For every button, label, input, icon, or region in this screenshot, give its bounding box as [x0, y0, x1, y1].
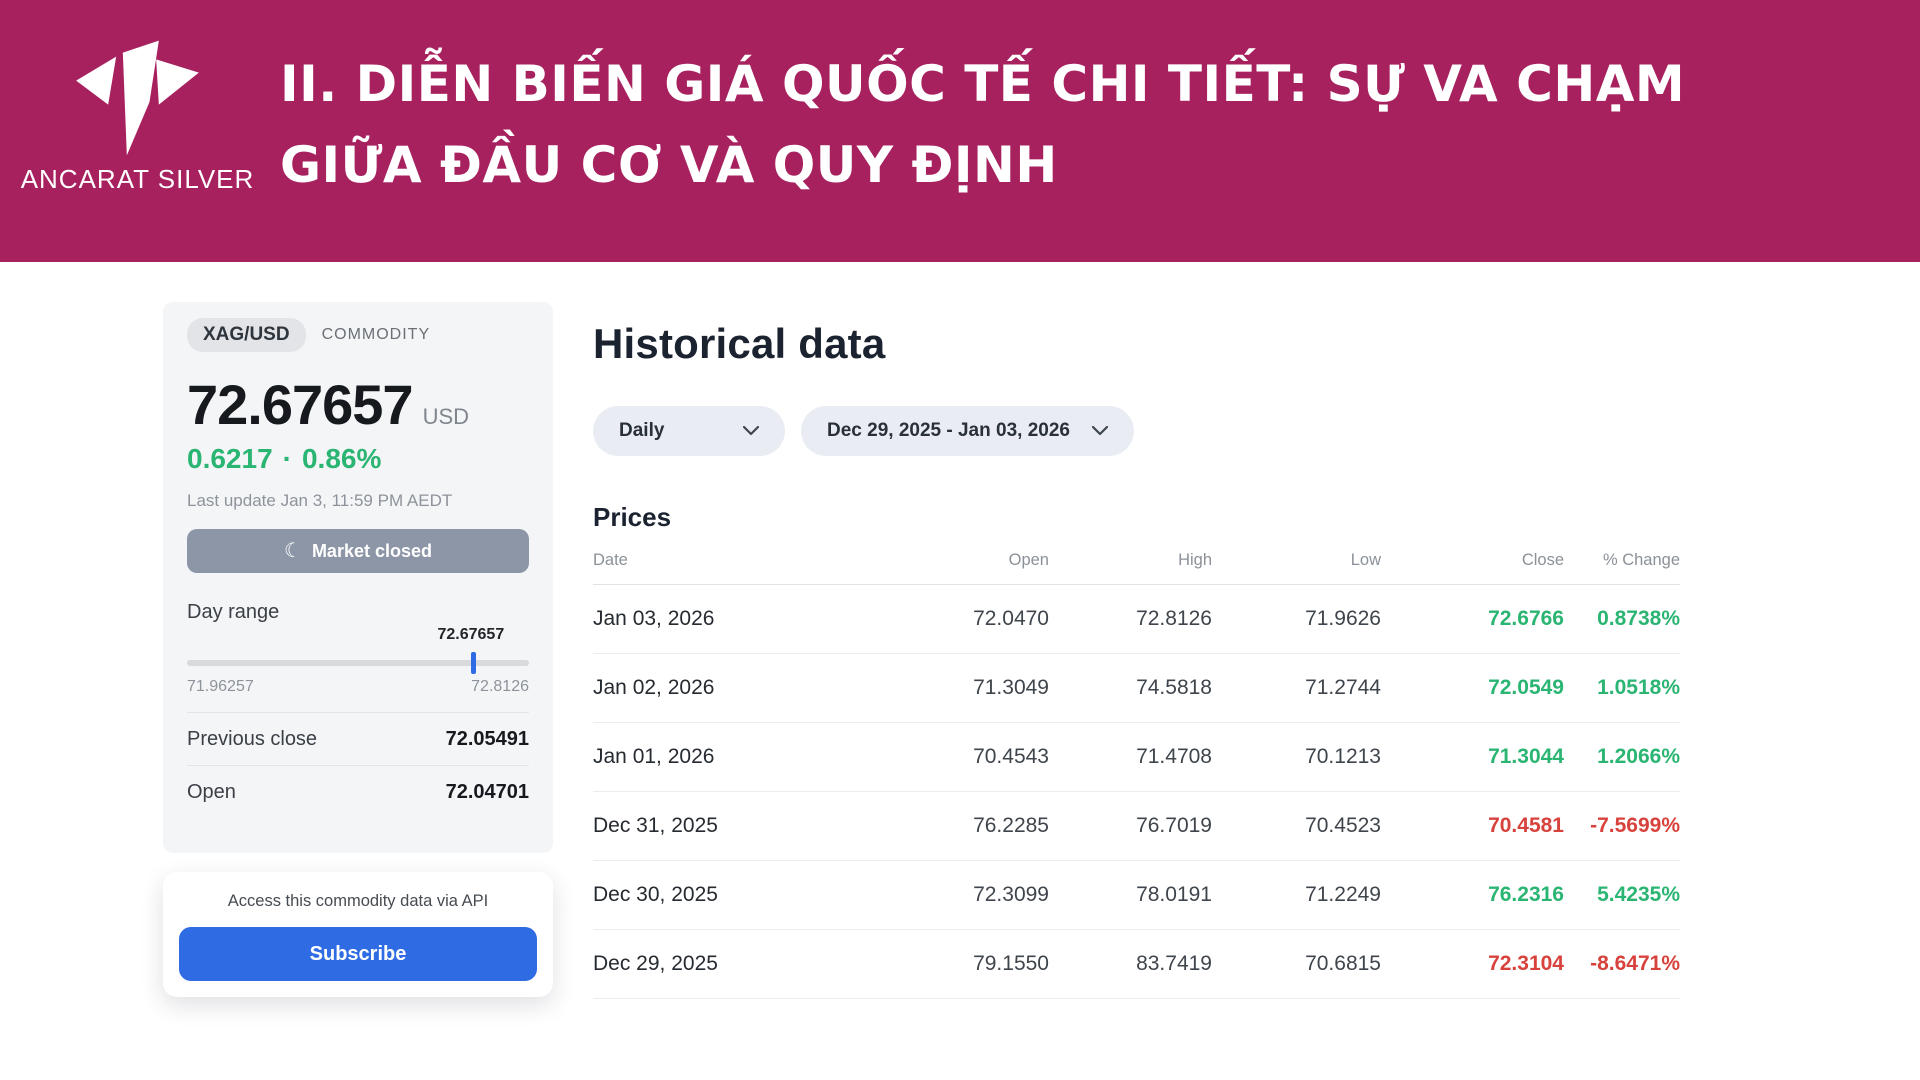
interval-dropdown[interactable]: Daily: [593, 406, 785, 456]
table-row: Dec 31, 2025 76.2285 76.7019 70.4523 70.…: [593, 791, 1680, 861]
quote-stats: Previous close 72.05491 Open 72.04701: [187, 712, 529, 819]
market-status-badge: ☾ Market closed: [187, 529, 529, 573]
stat-label: Previous close: [187, 727, 318, 750]
table-row: Dec 29, 2025 79.1550 83.7419 70.6815 72.…: [593, 929, 1680, 999]
cell-close: 72.0549: [1381, 653, 1564, 723]
symbol-badge: XAG/USD: [187, 318, 306, 352]
table-row: Jan 02, 2026 71.3049 74.5818 71.2744 72.…: [593, 653, 1680, 723]
stat-value: 72.04701: [445, 781, 529, 803]
slider-track: [187, 660, 529, 666]
table-row: Dec 30, 2025 72.3099 78.0191 71.2249 76.…: [593, 860, 1680, 930]
header-change: % Change: [1564, 551, 1680, 585]
cell-low: 71.2249: [1212, 860, 1381, 930]
moon-icon: ☾: [284, 540, 302, 562]
change-percent: 0.86%: [301, 443, 382, 474]
historical-data-title: Historical data: [593, 320, 886, 367]
cell-change: 5.4235%: [1564, 860, 1680, 930]
asset-type-label: COMMODITY: [321, 326, 431, 343]
cell-change: -8.6471%: [1564, 929, 1680, 999]
stat-row-open: Open 72.04701: [187, 766, 529, 819]
cell-close: 76.2316: [1381, 860, 1564, 930]
cell-change: 1.0518%: [1564, 653, 1680, 723]
table-controls: Daily Dec 29, 2025 - Jan 03, 2026: [593, 406, 1680, 456]
date-range-dropdown-value: Dec 29, 2025 - Jan 03, 2026: [827, 420, 1070, 441]
page-banner: ANCARAT SILVER II. DIỄN BIẾN GIÁ QUỐC TẾ…: [0, 0, 1920, 262]
table-header-row: Date Open High Low Close % Change: [593, 551, 1680, 585]
current-price: 72.67657: [187, 373, 414, 436]
day-range-low: 71.96257: [187, 678, 254, 695]
cell-high: 83.7419: [1049, 929, 1212, 999]
cell-low: 70.1213: [1212, 722, 1381, 792]
price-change: 0.6217 · 0.86%: [187, 443, 529, 475]
cell-close: 72.6766: [1381, 584, 1564, 654]
cell-date: Dec 31, 2025: [593, 791, 833, 861]
cell-open: 71.3049: [833, 653, 1049, 723]
subscribe-button[interactable]: Subscribe: [179, 927, 537, 981]
cell-high: 78.0191: [1049, 860, 1212, 930]
diamond-logo-icon: [76, 40, 199, 156]
date-range-dropdown[interactable]: Dec 29, 2025 - Jan 03, 2026: [801, 406, 1134, 456]
api-card: Access this commodity data via API Subsc…: [163, 872, 553, 997]
cell-close: 71.3044: [1381, 722, 1564, 792]
cell-high: 72.8126: [1049, 584, 1212, 654]
day-range-current-value: 72.67657: [437, 626, 505, 643]
cell-date: Jan 03, 2026: [593, 584, 833, 654]
day-range-slider: 72.67657 71.96257 72.8126: [187, 626, 529, 698]
page-title: II. DIỄN BIẾN GIÁ QUỐC TẾ CHI TIẾT: SỰ V…: [280, 44, 1880, 206]
change-separator: ·: [282, 443, 292, 474]
historical-data-section: Historical data Daily Dec 29, 2025 - Jan…: [593, 320, 1680, 999]
day-range-label: Day range: [187, 601, 280, 623]
brand-name: ANCARAT SILVER: [20, 164, 255, 194]
prices-table: Date Open High Low Close % Change Jan 03…: [593, 551, 1680, 999]
header-high: High: [1049, 551, 1212, 585]
cell-open: 72.0470: [833, 584, 1049, 654]
cell-date: Jan 01, 2026: [593, 722, 833, 792]
header-open: Open: [833, 551, 1049, 585]
cell-close: 72.3104: [1381, 929, 1564, 999]
header-date: Date: [593, 551, 833, 585]
slider-marker: [470, 652, 476, 674]
table-row: Jan 01, 2026 70.4543 71.4708 70.1213 71.…: [593, 722, 1680, 792]
table-row: Jan 03, 2026 72.0470 72.8126 71.9626 72.…: [593, 584, 1680, 654]
stat-row-previous-close: Previous close 72.05491: [187, 713, 529, 766]
cell-date: Dec 29, 2025: [593, 929, 833, 999]
cell-low: 71.2744: [1212, 653, 1381, 723]
cell-high: 71.4708: [1049, 722, 1212, 792]
cell-change: 1.2066%: [1564, 722, 1680, 792]
stat-value: 72.05491: [445, 727, 529, 750]
chevron-down-icon: [1091, 426, 1108, 436]
cell-open: 79.1550: [833, 929, 1049, 999]
api-access-text: Access this commodity data via API: [227, 892, 489, 910]
cell-change: -7.5699%: [1564, 791, 1680, 861]
header-low: Low: [1212, 551, 1381, 585]
interval-dropdown-value: Daily: [619, 420, 665, 441]
prices-title: Prices: [593, 502, 672, 532]
cell-low: 71.9626: [1212, 584, 1381, 654]
cell-low: 70.6815: [1212, 929, 1381, 999]
cell-date: Jan 02, 2026: [593, 653, 833, 723]
header-close: Close: [1381, 551, 1564, 585]
currency-label: USD: [422, 404, 470, 429]
last-update-text: Last update Jan 3, 11:59 PM AEDT: [187, 491, 453, 510]
cell-open: 70.4543: [833, 722, 1049, 792]
brand-logo: ANCARAT SILVER: [20, 38, 255, 195]
cell-open: 72.3099: [833, 860, 1049, 930]
day-range-high: 72.8126: [471, 678, 529, 695]
market-status-label: Market closed: [311, 540, 432, 561]
cell-change: 0.8738%: [1564, 584, 1680, 654]
stat-label: Open: [187, 781, 236, 803]
change-absolute: 0.6217: [187, 443, 273, 474]
cell-open: 76.2285: [833, 791, 1049, 861]
cell-low: 70.4523: [1212, 791, 1381, 861]
page-title-line2: GIỮA ĐẦU CƠ VÀ QUY ĐỊNH: [280, 136, 1058, 194]
quote-card: XAG/USD COMMODITY 72.67657 USD 0.6217 · …: [163, 302, 553, 853]
chevron-down-icon: [743, 426, 759, 436]
page-title-line1: II. DIỄN BIẾN GIÁ QUỐC TẾ CHI TIẾT: SỰ V…: [280, 55, 1686, 113]
cell-high: 76.7019: [1049, 791, 1212, 861]
cell-close: 70.4581: [1381, 791, 1564, 861]
cell-date: Dec 30, 2025: [593, 860, 833, 930]
cell-high: 74.5818: [1049, 653, 1212, 723]
